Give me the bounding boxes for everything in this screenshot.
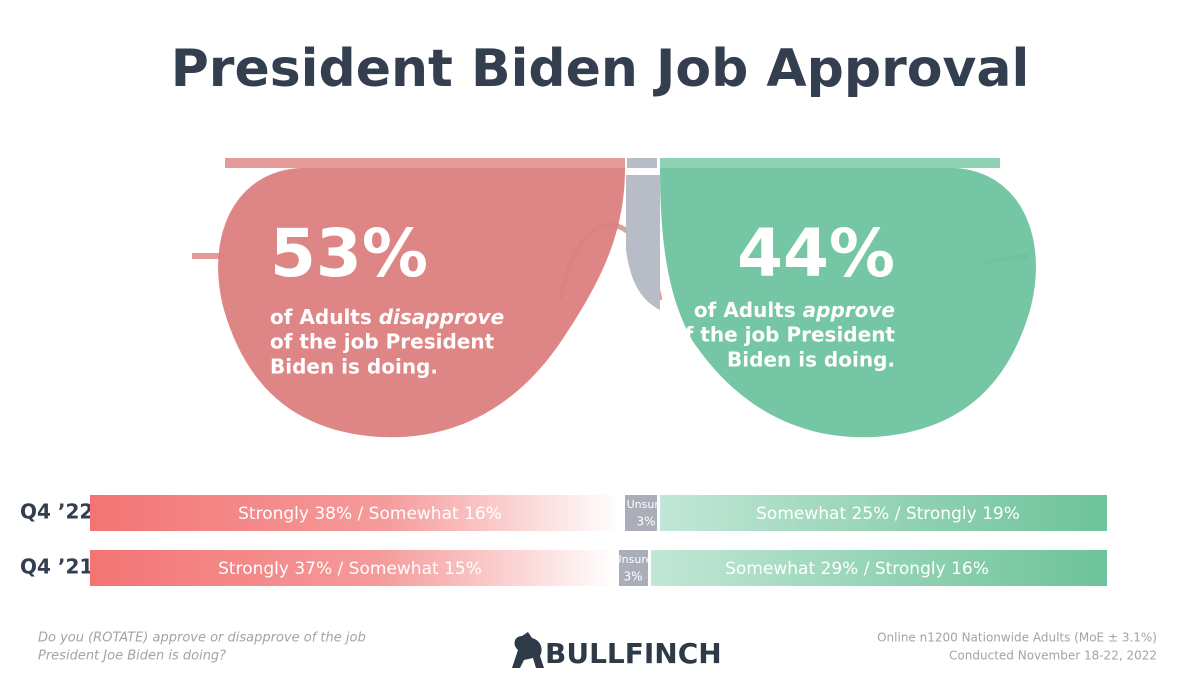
- unsure-bar: [619, 550, 648, 586]
- approve-bar: [660, 495, 1107, 531]
- disapprove-line: of the job President: [270, 330, 495, 354]
- text: of Adults: [694, 298, 803, 322]
- text: of Adults: [270, 305, 379, 329]
- approve-label: Somewhat 29% / Strongly 16%: [725, 559, 989, 579]
- row-label: Q4 ’22: [20, 500, 93, 524]
- emphasis: approve: [803, 298, 895, 322]
- approve-line: of Adults approve: [694, 298, 895, 322]
- approve-label: Somewhat 25% / Strongly 19%: [756, 504, 1020, 524]
- disapprove-label: Strongly 38% / Somewhat 16%: [238, 504, 502, 524]
- disapprove-label: Strongly 37% / Somewhat 15%: [218, 559, 482, 579]
- frame-bar: [660, 158, 1000, 168]
- unsure-value: 3%: [636, 515, 655, 529]
- disapprove-line: Biden is doing.: [270, 355, 438, 379]
- approve-percent: 44%: [737, 215, 895, 292]
- unsure-bar: [625, 495, 657, 531]
- brand: BULLFINCH: [545, 637, 722, 670]
- row-label: Q4 ’21: [20, 555, 93, 579]
- disapprove-percent: 53%: [270, 215, 428, 292]
- disapprove-line: of Adults disapprove: [270, 305, 504, 329]
- approve-bar: [651, 550, 1107, 586]
- disapprove-bar: [90, 495, 620, 531]
- question: President Joe Biden is doing?: [38, 649, 226, 664]
- question: Do you (ROTATE) approve or disapprove of…: [38, 631, 366, 646]
- disapprove-bar: [90, 550, 615, 586]
- title: President Biden Job Approval: [171, 39, 1030, 99]
- unsure-label: Unsure: [614, 553, 653, 566]
- left-lens: [218, 168, 625, 438]
- logo-icon: [512, 632, 544, 668]
- emphasis: disapprove: [379, 305, 504, 329]
- method: Conducted November 18-22, 2022: [949, 649, 1157, 663]
- approve-line: Biden is doing.: [727, 348, 895, 372]
- unsure-value: 3%: [623, 570, 642, 584]
- approve-line: of the job President: [671, 323, 896, 347]
- right-lens: [660, 168, 1036, 438]
- unsure-label: Unsure: [627, 498, 666, 511]
- frame-bar: [627, 158, 657, 168]
- unsure-sliver: [626, 175, 660, 310]
- method: Online n1200 Nationwide Adults (MoE ± 3.…: [877, 631, 1157, 645]
- frame-bar: [225, 158, 625, 168]
